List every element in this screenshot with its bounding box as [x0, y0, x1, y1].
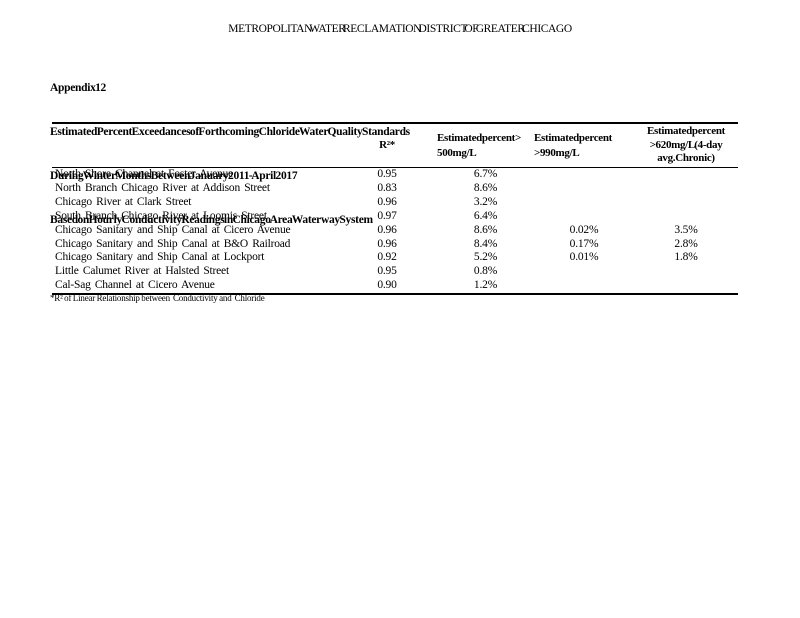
p990-cell [534, 210, 634, 224]
table-row: Little Calumet River at Halsted Street 0… [52, 265, 738, 279]
r2-cell: 0.96 [377, 237, 397, 250]
column-header-620-line3: avg. Chronic) [657, 152, 715, 165]
r2-cell: 0.95 [377, 168, 397, 180]
r2-cell: 0.96 [377, 195, 397, 208]
p990-cell [534, 196, 634, 210]
p620-cell [634, 265, 738, 279]
column-header-620-line1: Estimated percent [646, 125, 726, 138]
r2-cell: 0.96 [377, 223, 397, 236]
heading-line-3: Based on Hourly Conductivity Readings in… [50, 213, 373, 226]
p620-cell [634, 210, 738, 224]
p500-cell: 8.4% [473, 237, 498, 250]
table-row: South Branch Chicago River at Loomis Str… [52, 210, 738, 224]
p620-cell: 3.5% [674, 223, 698, 236]
p500-cell: 5.2% [473, 251, 498, 264]
station-cell: Chicago Sanitary and Ship Canal at Cicer… [55, 223, 291, 236]
heading-line-2: During Winter Months Between January 201… [50, 169, 298, 182]
appendix-number: Appendix 12 [50, 82, 107, 95]
r2-cell: 0.83 [377, 181, 397, 194]
column-header-r2-label: R²* [379, 139, 395, 152]
p990-cell [534, 279, 634, 294]
p500-cell: 6.4% [473, 209, 498, 222]
p990-cell [534, 265, 634, 279]
station-cell: Chicago Sanitary and Ship Canal at B&O R… [55, 237, 291, 250]
station-cell: Chicago Sanitary and Ship Canal at Lockp… [55, 251, 265, 264]
p620-cell [634, 196, 738, 210]
column-header-620-line2: >620 mg/L (4-day [649, 138, 723, 151]
table-row: North Shore Channel at Foster Avenue 0.9… [52, 168, 738, 182]
p500-cell: 8.6% [473, 223, 498, 236]
station-cell: Cal-Sag Channel at Cicero Avenue [55, 279, 215, 292]
r2-cell: 0.92 [377, 251, 397, 264]
r2-cell: 0.95 [377, 265, 397, 278]
p620-cell: 2.8% [674, 237, 698, 250]
p990-cell [534, 182, 634, 196]
station-cell: Chicago River at Clark Street [55, 195, 192, 208]
exceedance-table: R²* Estimated percent > 500 mg/L Estimat… [52, 122, 738, 296]
r2-cell: 0.90 [377, 279, 397, 292]
station-cell: South Branch Chicago River at Loomis Str… [55, 209, 267, 222]
p620-cell [634, 182, 738, 196]
station-cell: North Shore Channel at Foster Avenue [55, 168, 233, 180]
table-header-row: R²* Estimated percent > 500 mg/L Estimat… [52, 123, 738, 168]
p500-cell: 3.2% [473, 195, 498, 208]
document-title: METROPOLITAN WATER RECLAMATION DISTRICT … [228, 23, 572, 35]
p500-cell: 8.6% [473, 181, 498, 194]
p500-cell: 6.7% [473, 168, 498, 180]
column-header-500-line2: 500 mg/L [437, 146, 477, 159]
table-footnote: *R² of Linear Relationship between Condu… [50, 293, 265, 303]
column-header-990: Estimated percent >990 mg/L [534, 123, 634, 168]
p990-cell [534, 168, 634, 182]
station-cell: North Branch Chicago River at Addison St… [55, 181, 270, 194]
p620-cell [634, 279, 738, 294]
table-row: Chicago Sanitary and Ship Canal at B&O R… [52, 238, 738, 252]
p990-cell: 0.17% [569, 237, 599, 250]
table-row: Chicago Sanitary and Ship Canal at Lockp… [52, 251, 738, 265]
table-row: North Branch Chicago River at Addison St… [52, 182, 738, 196]
column-header-990-line1: Estimated percent [534, 132, 613, 144]
column-header-station [52, 123, 337, 168]
column-header-500-line1: Estimated percent > [437, 132, 521, 144]
p500-cell: 0.8% [473, 265, 498, 278]
p500-cell: 1.2% [473, 279, 498, 292]
station-cell: Little Calumet River at Halsted Street [55, 265, 229, 278]
p620-cell: 1.8% [674, 251, 698, 264]
r2-cell: 0.97 [377, 209, 397, 222]
p990-cell: 0.02% [569, 223, 599, 236]
column-header-990-line2: >990 mg/L [534, 146, 580, 159]
table-row: Chicago Sanitary and Ship Canal at Cicer… [52, 224, 738, 238]
column-header-500: Estimated percent > 500 mg/L [437, 123, 534, 168]
column-header-620: Estimated percent >620 mg/L (4-day avg. … [634, 123, 738, 168]
p990-cell: 0.01% [569, 251, 599, 264]
table-row: Chicago River at Clark Street 0.96 3.2% [52, 196, 738, 210]
column-header-r2: R²* [337, 123, 437, 168]
p620-cell [634, 168, 738, 182]
table-row: Cal-Sag Channel at Cicero Avenue 0.90 1.… [52, 279, 738, 294]
